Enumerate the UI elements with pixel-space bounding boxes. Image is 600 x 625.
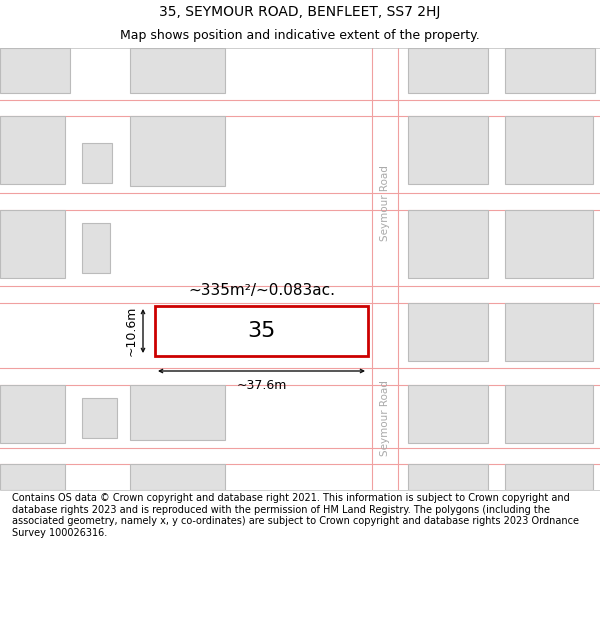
Bar <box>155 306 368 356</box>
Bar <box>505 48 595 93</box>
Bar <box>408 303 488 361</box>
Bar <box>82 223 110 273</box>
Bar <box>130 464 225 490</box>
Text: Seymour Road: Seymour Road <box>380 165 390 241</box>
Text: ~335m²/~0.083ac.: ~335m²/~0.083ac. <box>188 282 335 298</box>
Bar <box>0 116 65 184</box>
Bar <box>505 303 593 361</box>
Bar <box>82 398 117 438</box>
Bar <box>505 116 593 184</box>
Bar <box>505 210 593 278</box>
Bar <box>130 385 225 440</box>
Bar <box>0 464 65 490</box>
Text: ~37.6m: ~37.6m <box>236 379 287 392</box>
Text: Seymour Road: Seymour Road <box>380 380 390 456</box>
Bar <box>408 385 488 443</box>
Bar <box>82 143 112 183</box>
Bar <box>130 116 225 186</box>
Bar <box>130 48 225 93</box>
Text: Contains OS data © Crown copyright and database right 2021. This information is : Contains OS data © Crown copyright and d… <box>12 493 579 538</box>
Bar <box>408 210 488 278</box>
Text: Map shows position and indicative extent of the property.: Map shows position and indicative extent… <box>120 29 480 42</box>
Bar <box>505 464 593 490</box>
Bar <box>0 210 65 278</box>
Text: ~10.6m: ~10.6m <box>125 306 138 356</box>
Bar <box>505 385 593 443</box>
Text: 35: 35 <box>247 321 275 341</box>
Bar <box>408 48 488 93</box>
Bar <box>0 48 70 93</box>
Bar <box>0 385 65 443</box>
Bar <box>408 464 488 490</box>
Bar <box>408 116 488 184</box>
Text: 35, SEYMOUR ROAD, BENFLEET, SS7 2HJ: 35, SEYMOUR ROAD, BENFLEET, SS7 2HJ <box>160 5 440 19</box>
